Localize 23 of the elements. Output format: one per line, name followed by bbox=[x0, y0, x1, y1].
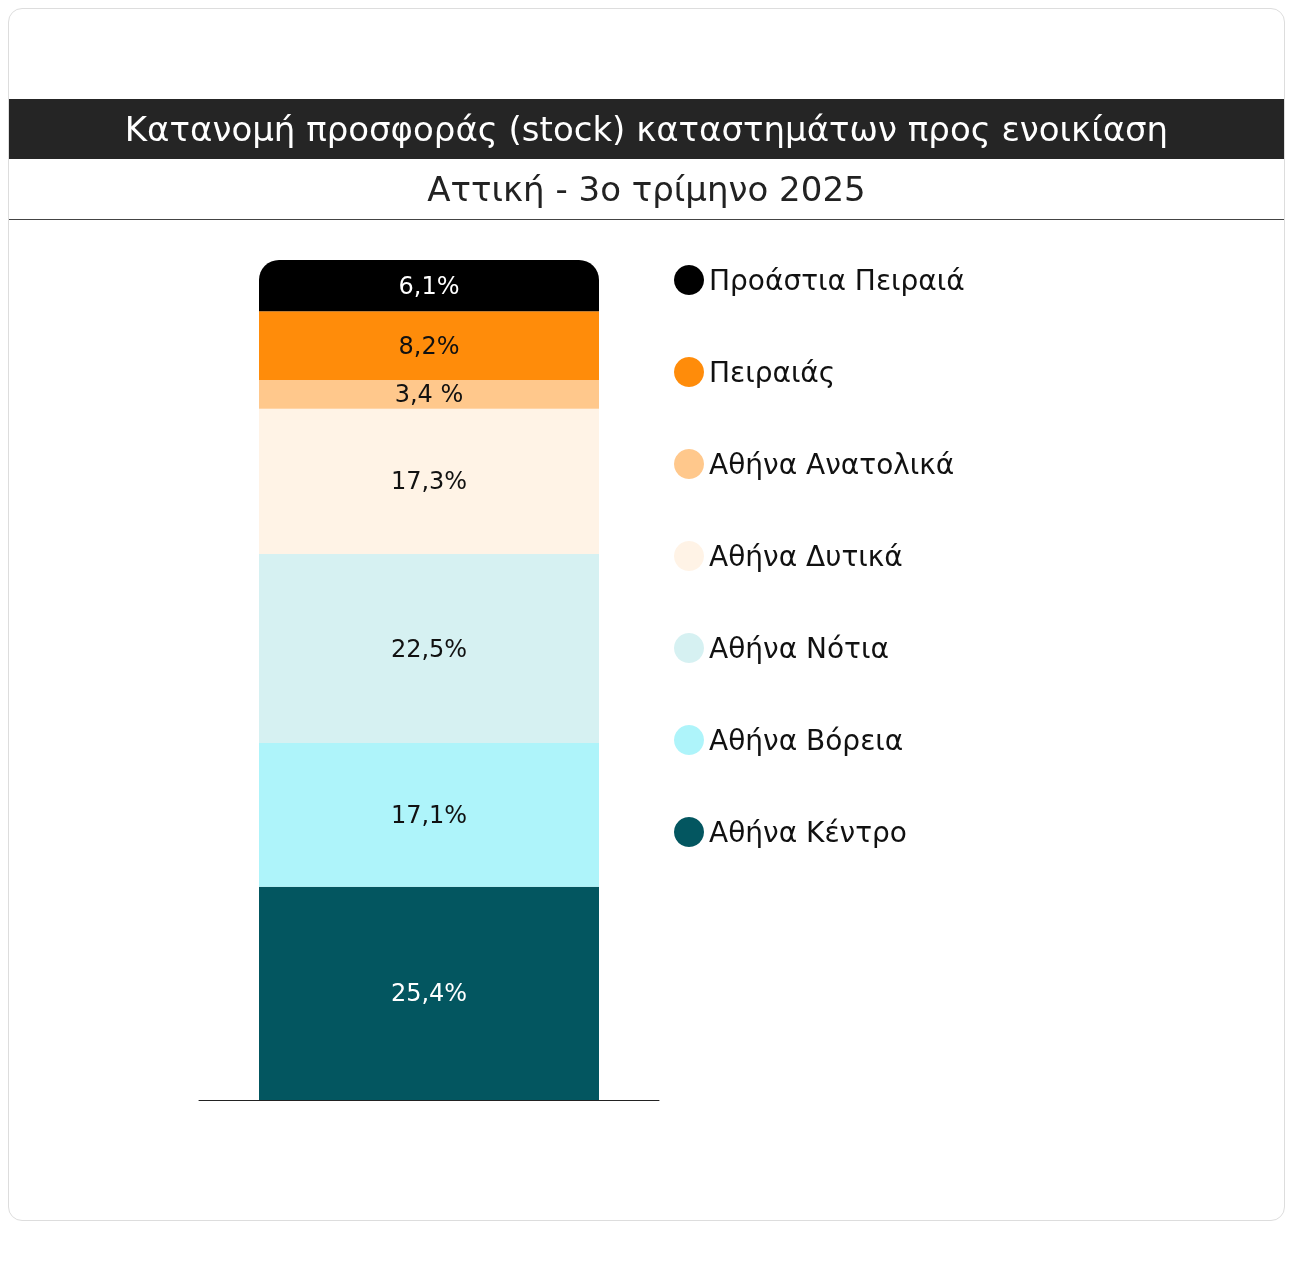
bar bbox=[259, 408, 599, 554]
legend-label: Πειραιάς bbox=[709, 355, 836, 389]
bar bbox=[259, 554, 599, 743]
chart-subtitle: Αττική - 3ο τρίμηνο 2025 bbox=[9, 159, 1284, 220]
data-label: 8,2% bbox=[398, 331, 460, 360]
chart-title: Κατανομή προσφοράς (stock) καταστημάτων προς ενοικίαση bbox=[9, 99, 1284, 159]
data-label: 17,3% bbox=[390, 467, 468, 496]
data-label: 6,1% bbox=[398, 271, 460, 300]
bar bbox=[259, 380, 599, 409]
data-label: 25,4% bbox=[390, 979, 468, 1008]
bar bbox=[259, 886, 599, 1100]
legend-label: Αθήνα Ανατολικά bbox=[709, 447, 955, 481]
bar bbox=[259, 260, 599, 312]
legend-label: Αθήνα Βόρεια bbox=[709, 723, 904, 757]
bar bbox=[259, 311, 599, 381]
bar bbox=[259, 743, 599, 887]
data-label: 22,5% bbox=[390, 634, 468, 663]
legend-label: Προάστια Πειραιά bbox=[709, 263, 965, 297]
legend-label: Αθήνα Κέντρο bbox=[709, 815, 907, 849]
legend-label: Αθήνα Νότια bbox=[709, 631, 889, 665]
data-label: 3,4 % bbox=[394, 380, 464, 409]
legend-label: Αθήνα Δυτικά bbox=[709, 539, 903, 573]
data-label: 17,1% bbox=[390, 800, 468, 829]
